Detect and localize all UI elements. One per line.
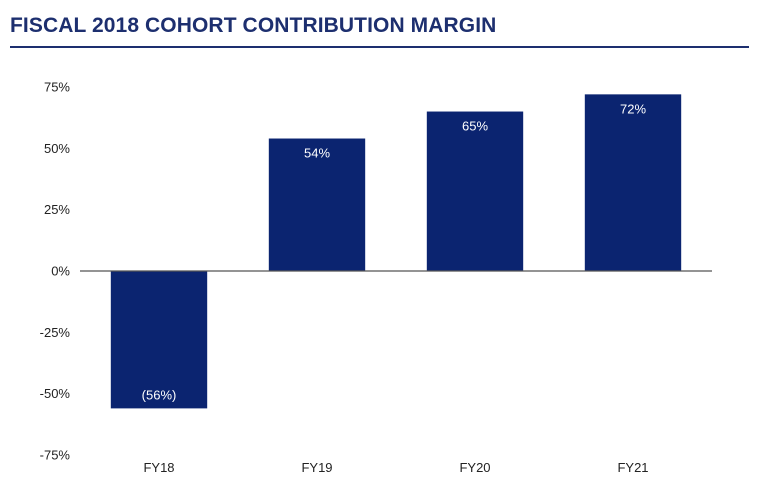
x-tick-label: FY18 <box>143 460 174 475</box>
y-tick-label: 75% <box>44 80 70 95</box>
x-tick-label: FY20 <box>459 460 490 475</box>
y-tick-label: 0% <box>51 264 70 279</box>
data-label: (56%) <box>142 387 177 402</box>
bars: (56%) 54% 65% 72% <box>110 94 682 409</box>
data-label: 54% <box>304 146 330 161</box>
bar-fy21 <box>584 94 682 271</box>
chart-title: FISCAL 2018 COHORT CONTRIBUTION MARGIN <box>10 14 497 37</box>
bar-fy18 <box>110 271 208 409</box>
y-tick-label: 50% <box>44 141 70 156</box>
x-axis: FY18 FY19 FY20 FY21 <box>143 460 648 475</box>
x-tick-label: FY21 <box>617 460 648 475</box>
data-label: 65% <box>462 119 488 134</box>
bar-fy19 <box>268 138 366 271</box>
y-axis: 75% 50% 25% 0% -25% -50% -75% <box>40 80 71 463</box>
x-tick-label: FY19 <box>301 460 332 475</box>
y-tick-label: 25% <box>44 202 70 217</box>
y-tick-label: -25% <box>40 325 71 340</box>
data-label: 72% <box>620 101 646 116</box>
y-tick-label: -50% <box>40 386 71 401</box>
y-tick-label: -75% <box>40 448 71 463</box>
title-underline <box>10 46 749 48</box>
bar-fy20 <box>426 111 524 272</box>
